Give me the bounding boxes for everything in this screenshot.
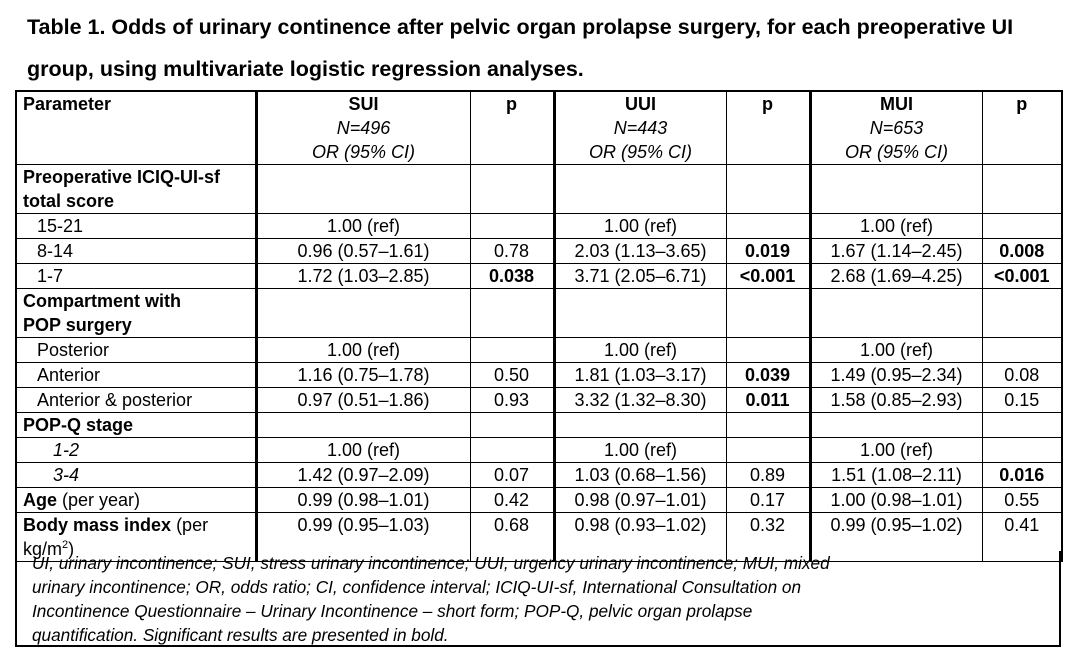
table-footnote: UI, urinary incontinence; SUI, stress ur… — [15, 551, 1061, 647]
footnote-line: urinary incontinence; OR, odds ratio; CI… — [32, 577, 802, 597]
header-row: Parameter SUI N=496 OR (95% CI) p UUI N=… — [15, 90, 1063, 165]
table-row: 15-21 1.00 (ref) 1.00 (ref) 1.00 (ref) — [15, 213, 1063, 239]
header-uui-p: p — [725, 90, 811, 165]
table-row: Anterior 1.16 (0.75–1.78) 0.50 1.81 (1.0… — [15, 362, 1063, 388]
footnote-line: Incontinence Questionnaire – Urinary Inc… — [32, 601, 753, 621]
section-header-compartment: Compartment with POP surgery — [15, 288, 1063, 338]
results-table: Parameter SUI N=496 OR (95% CI) p UUI N=… — [15, 90, 1063, 562]
table-title: Table 1. Odds of urinary continence afte… — [27, 15, 1014, 81]
header-sui-p: p — [469, 90, 555, 165]
footnote-line: UI, urinary incontinence; SUI, stress ur… — [32, 553, 830, 573]
table-row: Anterior & posterior 0.97 (0.51–1.86) 0.… — [15, 387, 1063, 413]
header-mui-p: p — [981, 90, 1063, 165]
table-row: 1-7 1.72 (1.03–2.85) 0.038 3.71 (2.05–6.… — [15, 263, 1063, 289]
footnote-line: quantification. Significant results are … — [32, 625, 449, 645]
header-uui: UUI N=443 OR (95% CI) — [552, 90, 727, 165]
table-row: Posterior 1.00 (ref) 1.00 (ref) 1.00 (re… — [15, 337, 1063, 363]
header-parameter: Parameter — [15, 90, 257, 165]
table-row-age: Age (per year) 0.99 (0.98–1.01) 0.42 0.9… — [15, 487, 1063, 513]
header-sui: SUI N=496 OR (95% CI) — [254, 90, 471, 165]
table-row: 8-14 0.96 (0.57–1.61) 0.78 2.03 (1.13–3.… — [15, 238, 1063, 264]
table-row: 1-2 1.00 (ref) 1.00 (ref) 1.00 (ref) — [15, 437, 1063, 463]
section-header-iciq: Preoperative ICIQ-UI-sf total score — [15, 164, 1063, 214]
header-mui: MUI N=653 OR (95% CI) — [808, 90, 983, 165]
section-header-popq: POP-Q stage — [15, 412, 1063, 438]
table-row-bmi: Body mass index (per kg/m2) 0.99 (0.95–1.… — [15, 512, 1063, 562]
table-row: 3-4 1.42 (0.97–2.09) 0.07 1.03 (0.68–1.5… — [15, 462, 1063, 488]
